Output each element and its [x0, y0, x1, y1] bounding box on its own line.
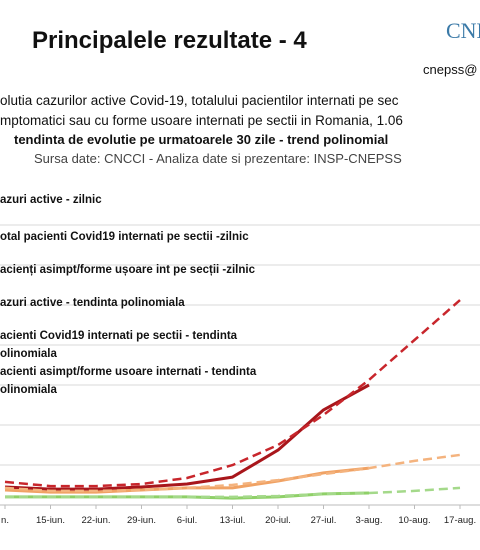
trend-line: [4, 299, 461, 488]
x-tick-label: 29-iun.: [127, 515, 156, 526]
x-tick-label: 20-iul.: [265, 515, 291, 526]
subtitle-line: mptomatici sau cu forme usoare internati…: [0, 113, 403, 128]
subtitle-line: olutia cazurilor active Covid-19, totalu…: [0, 93, 399, 108]
x-tick-label: 17-aug.: [444, 515, 476, 526]
grid: [0, 224, 480, 466]
x-tick-label: n.: [1, 515, 9, 526]
legend-entry: acienți asimpt/forme ușoare int pe secți…: [0, 264, 255, 276]
slide-title: Principalele rezultate - 4: [32, 27, 307, 54]
x-tick-label: 13-iul.: [220, 515, 246, 526]
trend-line: [4, 453, 461, 493]
series-line: [4, 383, 370, 491]
x-tick-label: 6-iul.: [177, 515, 198, 526]
x-tick-label: 15-iun.: [36, 515, 65, 526]
subtitle-line: Sursa date: CNCCI - Analiza date si prez…: [34, 151, 402, 166]
x-tick-label: 10-aug.: [398, 515, 430, 526]
trend-line: [5, 486, 461, 499]
legend-entry: acienti Covid19 internati pe sectii - te…: [0, 330, 238, 360]
legend-entry: azuri active - tendinta polinomiala: [0, 297, 185, 309]
legend-entry: azuri active - zilnic: [0, 194, 102, 206]
legend-entry: otal pacienti Covid19 internati pe secti…: [0, 231, 249, 243]
x-tick-label: 22-iun.: [81, 515, 110, 526]
subtitle-line: tendinta de evolutie pe urmatoarele 30 z…: [14, 132, 388, 147]
x-tick-label: 3-aug.: [356, 515, 383, 526]
email: cnepss@: [423, 62, 477, 77]
logo: CNE: [446, 18, 480, 43]
legend-entry: acienti asimpt/forme usoare internati - …: [0, 366, 257, 396]
x-tick-label: 27-iul.: [311, 515, 337, 526]
